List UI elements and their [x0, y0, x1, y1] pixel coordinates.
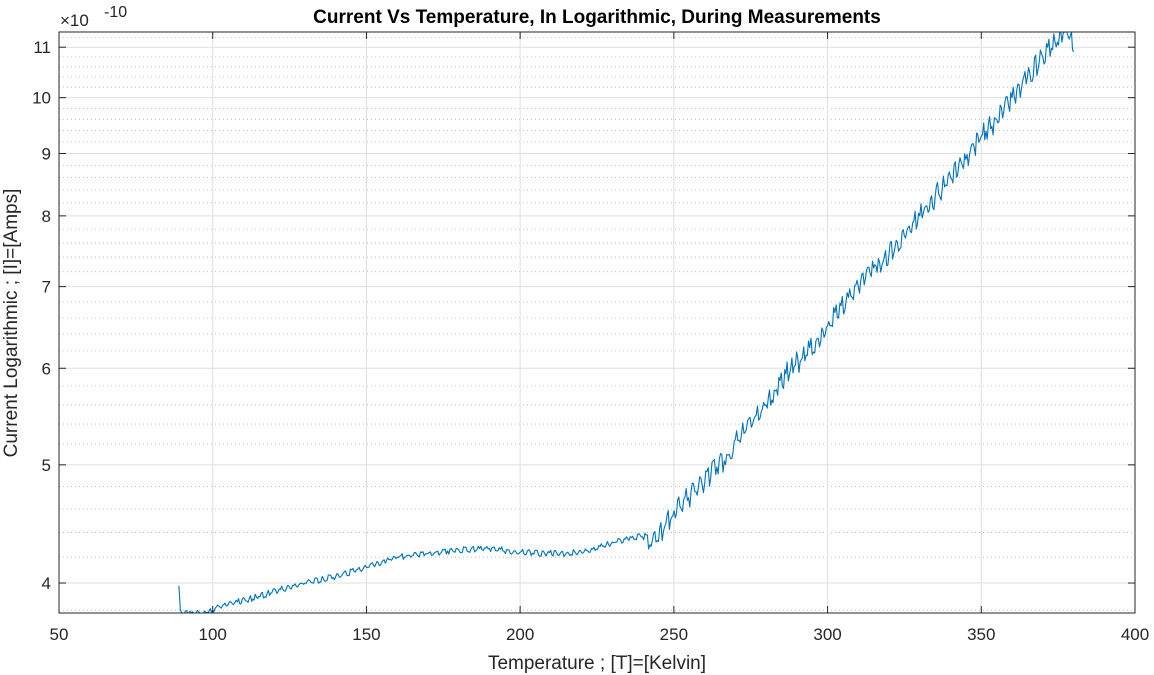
y-axis-label: Current Logarithmic ; [I]=[Amps]: [1, 189, 22, 458]
x-tick-label: 200: [506, 625, 534, 644]
y-tick-label: 5: [42, 456, 51, 475]
x-tick-label: 100: [199, 625, 227, 644]
y-tick-label: 6: [42, 359, 51, 378]
x-tick-label: 150: [352, 625, 380, 644]
axes-box: [58, 31, 1136, 614]
x-tick-label: 250: [660, 625, 688, 644]
y-tick-label: 8: [42, 207, 51, 226]
tick-marks: [58, 32, 1136, 613]
y-tick-label: 9: [42, 144, 51, 163]
data-series: [178, 31, 1075, 614]
series-line: [178, 31, 1075, 614]
y-tick-label: 11: [33, 38, 51, 57]
x-tick-label: 400: [1121, 625, 1149, 644]
y-tick-label: 4: [42, 574, 51, 593]
y-exponent-prefix: ×10: [60, 11, 89, 30]
chart-title: Current Vs Temperature, In Logarithmic, …: [313, 7, 881, 28]
x-tick-label: 350: [967, 625, 995, 644]
x-tick-label: 300: [813, 625, 841, 644]
x-tick-labels: 50 100 150 200 250 300 350 400: [50, 625, 1150, 644]
y-tick-label: 7: [42, 278, 51, 297]
y-exponent-power: -10: [104, 4, 127, 21]
y-exponent-label: ×10 -10: [60, 4, 127, 30]
x-tick-label: 50: [50, 625, 69, 644]
y-tick-label: 10: [32, 89, 51, 108]
y-tick-labels: 4 5 6 7 8 9 10 11: [32, 38, 51, 593]
x-axis-label: Temperature ; [T]=[Kelvin]: [488, 653, 706, 674]
